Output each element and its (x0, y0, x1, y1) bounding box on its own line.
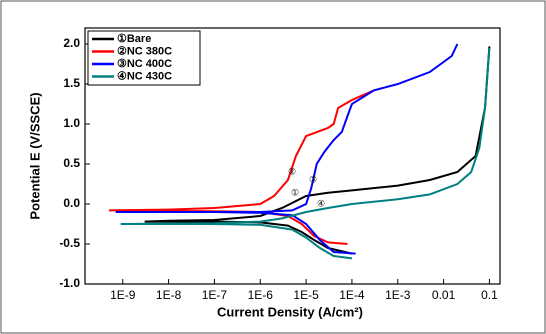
y-tick-label: 1.0 (63, 116, 80, 130)
x-tick-label: 1E-3 (385, 288, 411, 302)
series-line (115, 43, 459, 255)
legend-label: ④NC 430C (117, 70, 172, 82)
x-tick-label: 1E-8 (156, 288, 182, 302)
x-tick-label: 1E-6 (248, 288, 274, 302)
y-tick-label: 2.0 (63, 36, 80, 50)
y-tick-label: -0.5 (59, 236, 80, 250)
x-tick-label: 1E-4 (339, 288, 365, 302)
legend-label: ②NC 380C (117, 45, 172, 57)
legend-label: ③NC 400C (117, 58, 172, 70)
y-tick-label: -1.0 (59, 276, 80, 290)
series-line (108, 89, 375, 245)
series-line (120, 47, 491, 260)
x-tick-label: 0.1 (481, 288, 498, 302)
x-axis-title: Current Density (A/cm²) (217, 304, 363, 319)
x-tick-label: 1E-7 (202, 288, 228, 302)
y-axis-title: Potential E (V/SSCE) (27, 92, 42, 219)
y-tick-label: 0.5 (63, 156, 80, 170)
legend-label: ①Bare (117, 33, 151, 45)
x-tick-label: 0.01 (432, 288, 456, 302)
curve-annotation: ② (288, 166, 296, 176)
x-tick-label: 1E-9 (110, 288, 136, 302)
plot-frame (84, 27, 501, 285)
curve-annotation: ① (291, 187, 299, 197)
curve-annotation: ④ (317, 198, 325, 208)
y-tick-label: 1.5 (63, 76, 80, 90)
x-tick-label: 1E-5 (293, 288, 319, 302)
series-line (144, 46, 491, 255)
y-tick-label: 0.0 (63, 196, 80, 210)
curve-annotation: ③ (309, 174, 317, 184)
